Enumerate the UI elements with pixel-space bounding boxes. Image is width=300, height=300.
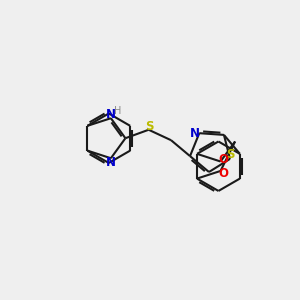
Text: S: S — [145, 120, 154, 133]
Text: H: H — [114, 106, 122, 116]
Text: O: O — [218, 167, 229, 180]
Text: O: O — [218, 153, 229, 166]
Text: S: S — [226, 148, 234, 161]
Text: N: N — [106, 156, 116, 169]
Text: N: N — [190, 127, 200, 140]
Text: N: N — [106, 108, 116, 121]
